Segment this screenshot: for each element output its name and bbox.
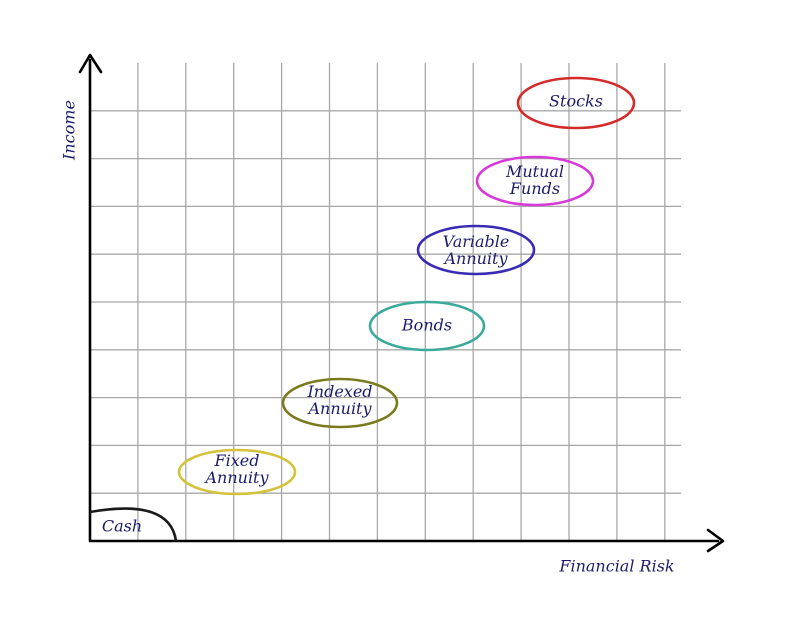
node-label: Indexed xyxy=(306,382,372,401)
node-label: Fixed xyxy=(214,451,260,470)
node-label: Annuity xyxy=(306,399,372,418)
node-shape xyxy=(368,300,486,352)
node-label: Mutual xyxy=(505,162,564,181)
x-arrow xyxy=(706,528,725,553)
node-label: Annuity xyxy=(442,249,508,268)
node-shape xyxy=(516,76,636,130)
node-shape xyxy=(416,224,536,276)
node-shape xyxy=(281,377,399,429)
labels: CashFixedAnnuityIndexedAnnuityBondsVaria… xyxy=(102,92,603,536)
node-label: Stocks xyxy=(549,92,603,111)
node-shape xyxy=(89,507,178,542)
node-shape xyxy=(475,155,595,207)
axes xyxy=(88,58,720,543)
node-shape xyxy=(177,448,297,496)
node-label: Bonds xyxy=(401,316,452,335)
x-axis-label: Financial Risk xyxy=(558,557,674,576)
y-axis-label: Income xyxy=(60,100,79,161)
node-label: Cash xyxy=(102,517,142,536)
node-label: Variable xyxy=(443,232,510,251)
node-label: Annuity xyxy=(203,468,269,487)
y-arrow xyxy=(78,53,103,74)
node-label: Funds xyxy=(509,179,560,198)
grid xyxy=(90,63,681,541)
